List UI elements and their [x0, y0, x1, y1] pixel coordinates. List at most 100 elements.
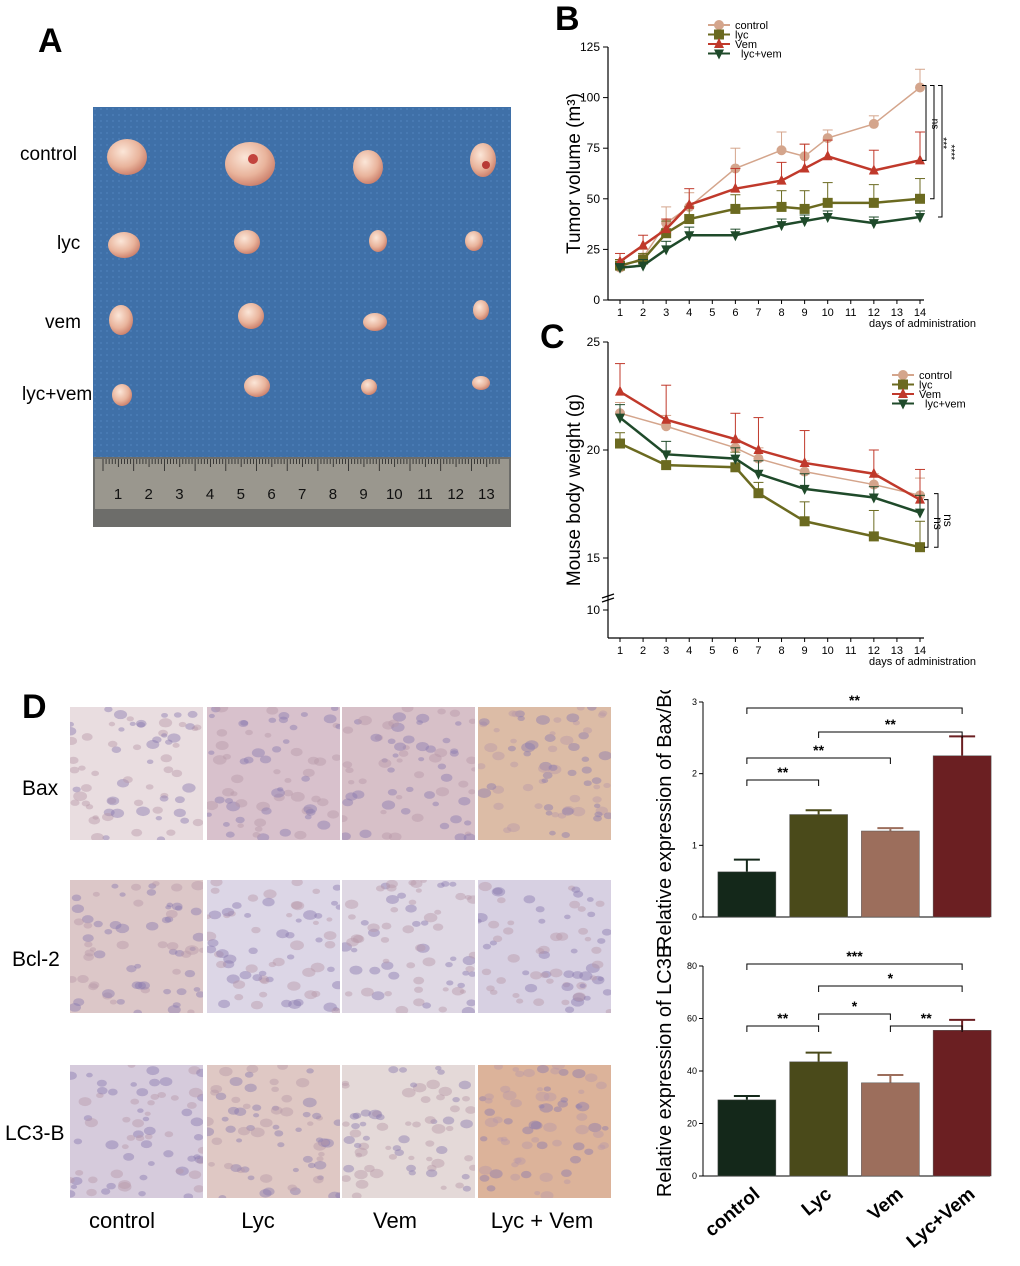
significance-label: **	[921, 1010, 932, 1026]
cell-nucleus	[327, 966, 335, 973]
cell-nucleus	[549, 731, 556, 736]
cell-nucleus	[259, 1174, 273, 1183]
cell-nucleus	[591, 975, 605, 985]
cell-nucleus	[575, 1124, 589, 1135]
cell-nucleus	[250, 1000, 264, 1010]
cell-nucleus	[558, 1068, 569, 1076]
cell-nucleus	[144, 1133, 153, 1140]
cell-nucleus	[301, 775, 310, 782]
cell-nucleus	[133, 799, 144, 807]
y-tick-label: 40	[687, 1066, 697, 1076]
cell-nucleus	[138, 1191, 146, 1197]
cell-nucleus	[344, 991, 353, 997]
tumor	[109, 305, 133, 335]
cell-nucleus	[257, 833, 270, 840]
panel-label-c: C	[540, 318, 565, 356]
tile-background	[478, 880, 611, 1013]
data-point	[753, 444, 764, 454]
cell-nucleus	[534, 803, 543, 809]
cell-nucleus	[568, 742, 580, 752]
cell-nucleus	[157, 941, 168, 949]
cell-nucleus	[500, 1138, 511, 1146]
cell-nucleus	[436, 1094, 445, 1101]
cell-nucleus	[521, 1141, 533, 1150]
cell-nucleus	[524, 740, 539, 750]
cell-nucleus	[183, 1193, 194, 1198]
cell-nucleus	[70, 756, 79, 764]
cell-nucleus	[479, 1096, 487, 1102]
cell-nucleus	[134, 981, 147, 990]
cell-nucleus	[460, 1119, 473, 1129]
cell-nucleus	[210, 1084, 223, 1094]
cell-nucleus	[387, 738, 396, 745]
cell-nucleus	[455, 892, 466, 901]
cell-nucleus	[522, 970, 530, 976]
cell-nucleus	[492, 935, 503, 943]
cell-nucleus	[384, 990, 392, 997]
data-point	[730, 433, 741, 444]
data-point	[661, 450, 672, 461]
cell-nucleus	[342, 798, 354, 807]
cell-nucleus	[93, 950, 106, 959]
y-tick-label: 20	[587, 443, 601, 457]
cell-nucleus	[378, 758, 392, 768]
cell-nucleus	[180, 950, 192, 958]
cell-nucleus	[264, 732, 272, 738]
cell-nucleus	[514, 710, 525, 718]
x-axis-title: days of administration	[869, 318, 976, 330]
ihc-image-tile	[342, 707, 475, 840]
cell-nucleus	[413, 976, 425, 985]
cell-nucleus	[152, 736, 162, 743]
cell-nucleus	[215, 740, 229, 751]
cell-nucleus	[449, 709, 461, 717]
data-point	[799, 456, 810, 467]
cell-nucleus	[353, 718, 362, 725]
cell-nucleus	[108, 721, 116, 727]
cell-nucleus	[131, 883, 142, 891]
cell-nucleus	[175, 1168, 184, 1175]
cell-nucleus	[560, 735, 574, 746]
cell-nucleus	[486, 783, 497, 790]
ihc-row-label-lc3b: LC3-B	[5, 1122, 65, 1145]
cell-nucleus	[445, 1125, 454, 1132]
cell-nucleus	[70, 1184, 78, 1190]
tumor	[248, 154, 258, 164]
cell-nucleus	[605, 1008, 611, 1013]
panel-label-b: B	[555, 0, 580, 38]
cell-nucleus	[426, 1079, 440, 1090]
cell-nucleus	[317, 798, 329, 807]
cell-nucleus	[536, 715, 550, 725]
cell-nucleus	[194, 1155, 203, 1164]
cell-nucleus	[567, 769, 577, 777]
cell-nucleus	[380, 882, 391, 890]
cell-nucleus	[561, 832, 571, 838]
cell-nucleus	[569, 900, 581, 909]
data-point	[661, 223, 672, 234]
cell-nucleus	[163, 988, 172, 995]
cell-nucleus	[277, 1065, 288, 1070]
cell-nucleus	[261, 807, 272, 815]
photo-row-label-vem: vem	[45, 312, 81, 333]
data-point	[684, 214, 695, 225]
cell-nucleus	[157, 1091, 167, 1098]
cell-nucleus	[197, 1146, 203, 1154]
cell-nucleus	[78, 1097, 92, 1107]
cell-nucleus	[496, 977, 506, 984]
cell-nucleus	[492, 887, 503, 895]
cell-nucleus	[370, 733, 383, 742]
cell-nucleus	[89, 981, 100, 989]
cell-nucleus	[432, 923, 444, 931]
cell-nucleus	[550, 932, 563, 942]
cell-nucleus	[290, 747, 303, 757]
cell-nucleus	[207, 1127, 215, 1137]
cell-nucleus	[226, 801, 241, 812]
cell-nucleus	[158, 718, 173, 728]
cell-nucleus	[538, 945, 550, 954]
cell-nucleus	[173, 712, 182, 718]
cell-nucleus	[458, 1080, 472, 1090]
cell-nucleus	[538, 764, 551, 773]
cell-nucleus	[132, 1119, 144, 1128]
legend-label: lyc	[735, 30, 749, 42]
cell-nucleus	[237, 1126, 251, 1136]
tile-background	[207, 1065, 340, 1198]
